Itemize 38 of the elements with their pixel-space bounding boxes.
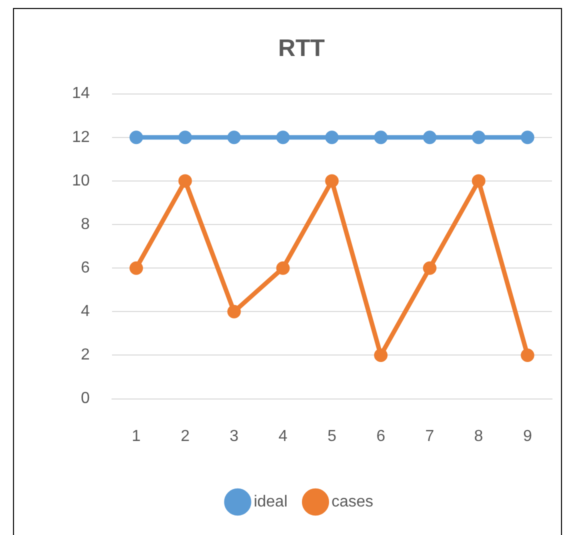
point <box>422 130 436 144</box>
x-tick-label: 6 <box>376 428 386 445</box>
point <box>325 130 339 144</box>
point <box>422 261 436 275</box>
x-tick-label: 8 <box>474 428 484 445</box>
point <box>178 174 192 188</box>
y-tick-label: 10 <box>72 172 90 190</box>
y-tick-label: 8 <box>80 216 90 233</box>
x-tick-label: 1 <box>132 428 141 445</box>
x-tick-label: 4 <box>278 428 288 445</box>
point <box>130 130 144 144</box>
y-tick-label: 2 <box>80 346 90 364</box>
point <box>227 304 241 318</box>
x-tick-label: 5 <box>327 428 336 445</box>
x-tick-label: 2 <box>180 428 190 445</box>
y-tick-label: 0 <box>80 390 90 408</box>
point <box>472 130 486 144</box>
point <box>178 130 192 144</box>
chart-title: RTT <box>278 35 326 62</box>
x-tick-label: 3 <box>230 428 239 445</box>
point <box>472 174 486 188</box>
x-tick-label: 7 <box>425 428 434 445</box>
point <box>130 261 144 275</box>
point <box>374 348 388 362</box>
y-tick-label: 4 <box>80 303 90 320</box>
y-tick-label: 6 <box>80 259 90 276</box>
point <box>374 130 388 144</box>
point <box>227 130 241 144</box>
point <box>520 130 534 144</box>
y-tick-label: 12 <box>72 128 90 146</box>
point <box>276 130 290 144</box>
legend-label: ideal <box>254 493 288 510</box>
point <box>520 348 534 362</box>
point <box>325 174 339 188</box>
y-tick-label: 14 <box>72 85 90 102</box>
x-tick-label: 9 <box>523 428 532 445</box>
point <box>276 261 290 275</box>
legend-label: cases <box>332 493 374 510</box>
